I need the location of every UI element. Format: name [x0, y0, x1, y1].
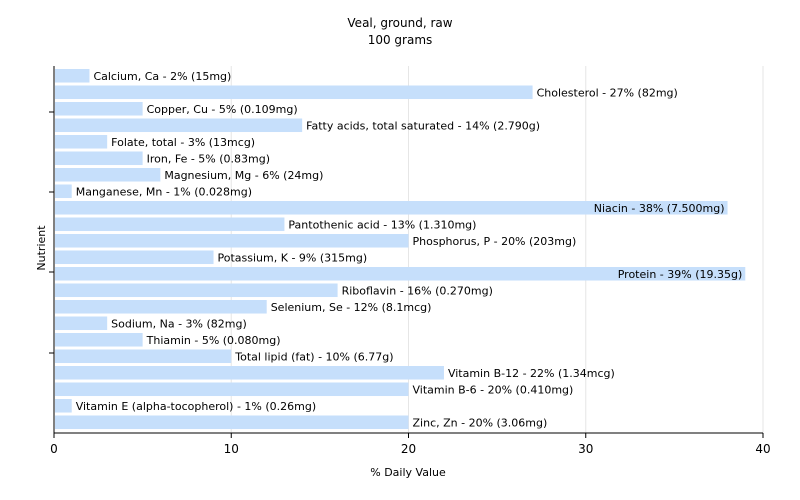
- bar-label-9: Pantothenic acid - 13% (1.310mg): [288, 218, 476, 231]
- bar-19: [55, 382, 409, 397]
- bar-label-1: Cholesterol - 27% (82mg): [537, 86, 678, 99]
- bars: Calcium, Ca - 2% (15mg) Cholesterol - 27%…: [55, 69, 746, 430]
- bar-label-11: Potassium, K - 9% (315mg): [218, 251, 368, 264]
- bar-label-14: Selenium, Se - 12% (8.1mcg): [271, 301, 432, 314]
- bar-14: [55, 300, 267, 314]
- bar-3: [55, 118, 303, 133]
- y-axis-label: Nutrient: [35, 225, 48, 271]
- bar-label-13: Riboflavin - 16% (0.270mg): [342, 284, 493, 297]
- x-tick-label-0: 0: [50, 442, 58, 456]
- bar-label-5: Iron, Fe - 5% (0.83mg): [147, 152, 270, 165]
- bar-4: [55, 135, 108, 149]
- bar-8: [55, 201, 728, 215]
- bar-label-12: Protein - 39% (19.35g): [618, 268, 743, 281]
- bar-label-21: Zinc, Zn - 20% (3.06mg): [413, 416, 548, 429]
- x-tick-label-2: 20: [401, 442, 416, 456]
- axes: 0 10 20 30 40: [49, 66, 771, 456]
- x-tick-label-4: 40: [755, 442, 770, 456]
- bar-21: [55, 415, 409, 430]
- bar-label-8: Niacin - 38% (7.500mg): [594, 202, 725, 215]
- bar-label-2: Copper, Cu - 5% (0.109mg): [147, 103, 298, 116]
- bar-18: [55, 366, 444, 380]
- bar-7: [55, 184, 72, 199]
- bar-label-17: Total lipid (fat) - 10% (6.77g): [234, 350, 393, 363]
- bar-10: [55, 234, 409, 248]
- bar-label-19: Vitamin B-6 - 20% (0.410mg): [413, 383, 574, 396]
- bar-20: [55, 399, 72, 413]
- x-tick-label-3: 30: [578, 442, 593, 456]
- bar-label-16: Thiamin - 5% (0.080mg): [146, 334, 281, 347]
- bar-15: [55, 316, 108, 331]
- bar-1: [55, 85, 533, 100]
- bar-16: [55, 333, 143, 347]
- bar-label-15: Sodium, Na - 3% (82mg): [111, 317, 247, 330]
- x-tick-label-1: 10: [224, 442, 239, 456]
- bar-label-10: Phosphorus, P - 20% (203mg): [413, 235, 577, 248]
- bar-5: [55, 151, 143, 166]
- bar-6: [55, 168, 161, 182]
- bar-2: [55, 102, 143, 116]
- bar-17: [55, 349, 232, 364]
- bar-label-4: Folate, total - 3% (13mcg): [111, 136, 255, 149]
- bar-label-20: Vitamin E (alpha-tocopherol) - 1% (0.26m…: [76, 400, 316, 413]
- chart-subtitle: 100 grams: [368, 33, 433, 47]
- bar-label-7: Manganese, Mn - 1% (0.028mg): [76, 185, 252, 198]
- x-axis-label: % Daily Value: [370, 466, 446, 479]
- bar-label-0: Calcium, Ca - 2% (15mg): [93, 70, 231, 83]
- bar-12: [55, 267, 746, 281]
- bar-label-18: Vitamin B-12 - 22% (1.34mcg): [448, 367, 615, 380]
- bar-11: [55, 250, 214, 265]
- bar-9: [55, 217, 285, 232]
- bar-0: [55, 69, 90, 83]
- bar-label-3: Fatty acids, total saturated - 14% (2.79…: [306, 119, 540, 132]
- chart-title: Veal, ground, raw: [347, 16, 452, 30]
- bar-label-6: Magnesium, Mg - 6% (24mg): [164, 169, 323, 182]
- bar-13: [55, 283, 338, 298]
